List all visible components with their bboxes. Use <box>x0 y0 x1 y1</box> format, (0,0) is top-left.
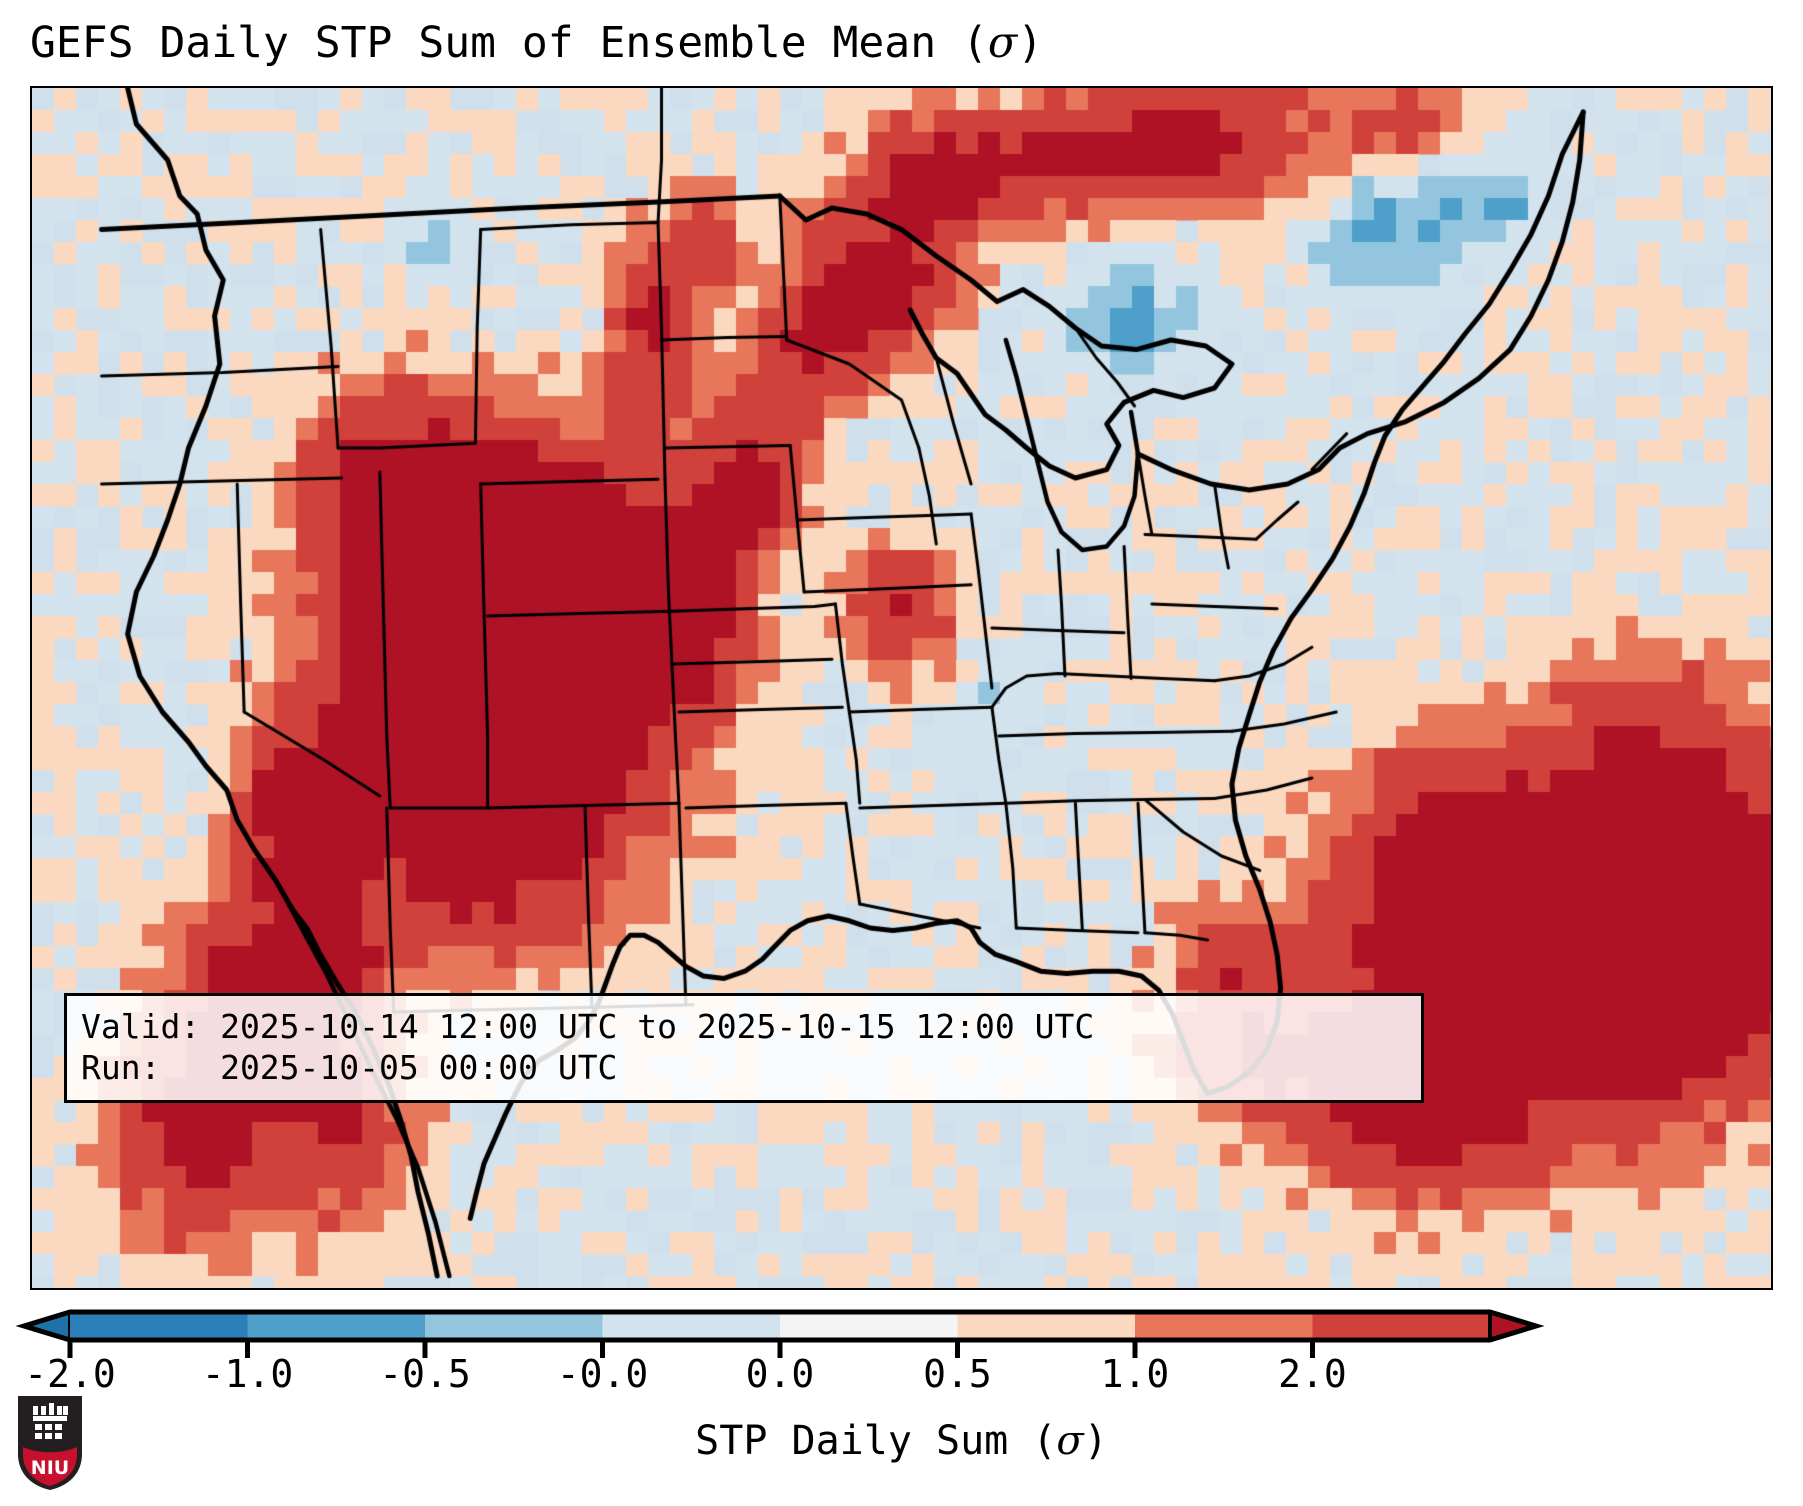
niu-logo-text: NIU <box>31 1457 69 1479</box>
colorbar-axis-label: STP Daily Sum (σ) <box>0 1418 1803 1464</box>
colorbar-segment[interactable] <box>602 1312 781 1340</box>
colorbar[interactable] <box>0 1296 1803 1366</box>
info-valid-line: Valid: 2025-10-14 12:00 UTC to 2025-10-1… <box>81 1007 1095 1046</box>
colorbar-tick-label: -0.5 <box>379 1352 471 1396</box>
valid-run-info-box: Valid: 2025-10-14 12:00 UTC to 2025-10-1… <box>64 993 1424 1103</box>
stp-anomaly-heatmap[interactable] <box>32 88 1771 1288</box>
page-title-text: GEFS Daily STP Sum of Ensemble Mean ( <box>30 18 988 68</box>
colorbar-svg[interactable] <box>0 1296 1803 1366</box>
colorbar-tick-label: 1.0 <box>1100 1352 1170 1396</box>
info-run-line: Run: 2025-10-05 00:00 UTC <box>81 1048 618 1087</box>
colorbar-tick-label: -1.0 <box>201 1352 294 1396</box>
colorbar-tick-label: 0.5 <box>923 1352 992 1396</box>
page-title-suffix: ) <box>1017 18 1044 68</box>
colorbar-tick-label: -2.0 <box>24 1352 116 1396</box>
colorbar-label-suffix: ) <box>1083 1418 1108 1464</box>
colorbar-tick-label: 0.0 <box>745 1352 815 1396</box>
colorbar-sigma-symbol: σ <box>1056 1418 1084 1464</box>
colorbar-segment[interactable] <box>780 1312 959 1340</box>
colorbar-label-text: STP Daily Sum ( <box>695 1418 1057 1464</box>
sigma-symbol: σ <box>987 18 1018 68</box>
colorbar-segment[interactable] <box>425 1312 604 1340</box>
colorbar-segment[interactable] <box>1135 1312 1314 1340</box>
colorbar-tick-label: 2.0 <box>1278 1352 1347 1396</box>
map-panel[interactable]: Valid: 2025-10-14 12:00 UTC to 2025-10-1… <box>30 86 1773 1290</box>
page-title: GEFS Daily STP Sum of Ensemble Mean (σ) <box>30 18 1043 68</box>
colorbar-segment[interactable] <box>247 1312 426 1340</box>
colorbar-tick-label: -0.0 <box>556 1352 649 1396</box>
colorbar-segment[interactable] <box>957 1312 1136 1340</box>
colorbar-segment[interactable] <box>70 1312 249 1340</box>
niu-logo: NIU <box>18 1396 82 1490</box>
colorbar-tick-labels: -2.0 -1.0 -0.5 -0.0 0.0 0.5 1.0 2.0 <box>0 1352 1803 1408</box>
colorbar-segment[interactable] <box>1312 1312 1491 1340</box>
